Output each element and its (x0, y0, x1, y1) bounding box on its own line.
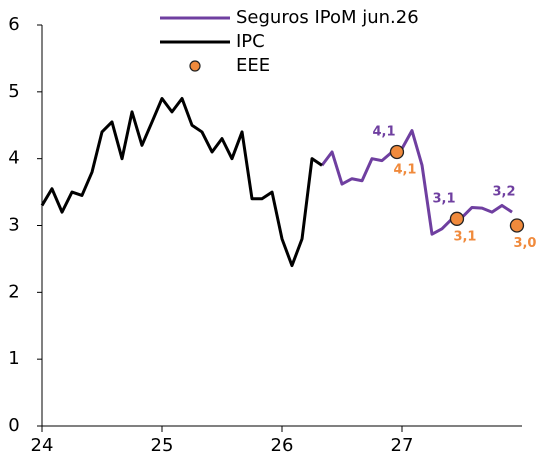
value-label: 4,1 (373, 124, 396, 139)
y-tick-label: 0 (8, 415, 19, 436)
legend-swatch (189, 60, 201, 72)
x-tick-label: 26 (271, 435, 294, 456)
x-tick-label: 27 (391, 435, 414, 456)
y-tick-label: 1 (8, 348, 19, 369)
value-label: 3,0 (513, 236, 536, 251)
x-tick-label: 25 (151, 435, 174, 456)
legend-label: IPC (236, 31, 265, 52)
value-label: 3,1 (433, 191, 456, 206)
point (509, 218, 525, 233)
line (40, 97, 323, 268)
y-tick-label: 5 (8, 81, 19, 102)
x-tick-label: 24 (31, 435, 54, 456)
y-tick-label: 2 (8, 281, 19, 302)
y-tick-label: 4 (8, 148, 19, 169)
value-label: 4,1 (393, 162, 416, 177)
point (389, 144, 405, 160)
y-tick-label: 3 (8, 215, 19, 236)
point (449, 211, 465, 226)
value-label: 3,2 (493, 185, 516, 200)
legend-label: Seguros IPoM jun.26 (236, 7, 419, 28)
value-label: 3,1 (453, 229, 476, 244)
line (320, 129, 513, 236)
y-tick-label: 6 (8, 14, 19, 35)
legend-label: EEE (236, 55, 270, 76)
